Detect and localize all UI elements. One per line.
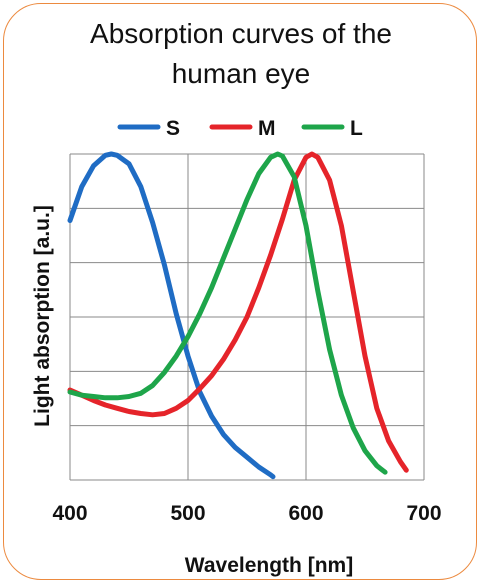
series-lines: [67, 151, 409, 480]
chart-frame: [3, 3, 477, 580]
x-tick-label: 500: [170, 502, 205, 525]
x-tick-label: 700: [406, 502, 441, 525]
chart-title: Absorption curves of the human eye: [90, 18, 392, 89]
series-line-L: [67, 151, 388, 475]
x-tick-label: 600: [288, 502, 323, 525]
x-tick-labels: 400 500 600 700: [52, 502, 441, 525]
legend-label-S: S: [166, 117, 180, 140]
series-line-S: [67, 151, 276, 480]
y-axis-label: Light absorption [a.u.]: [31, 205, 54, 427]
series-line-M: [67, 151, 409, 473]
x-tick-label: 400: [52, 502, 87, 525]
x-axis-label: Wavelength [nm]: [185, 554, 353, 577]
legend-label-M: M: [258, 117, 276, 140]
legend-label-L: L: [350, 117, 363, 140]
